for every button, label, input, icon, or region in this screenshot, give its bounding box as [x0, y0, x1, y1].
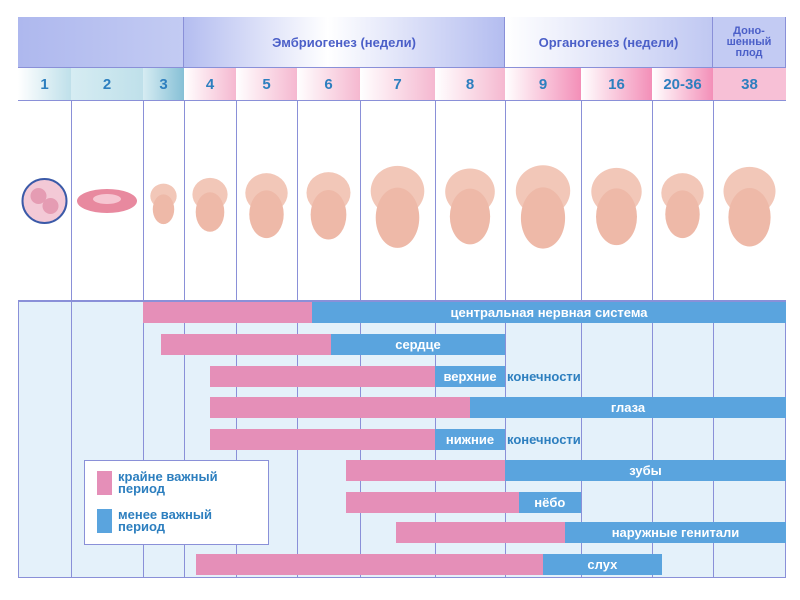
- column-divider: [143, 101, 144, 578]
- week-label: 1: [18, 68, 71, 101]
- embryo-illustration: [360, 101, 435, 302]
- week-label: 8: [435, 68, 505, 101]
- less-critical-period-bar: нижние: [435, 429, 505, 450]
- week-label: 16: [581, 68, 652, 101]
- critical-period-bar: [210, 397, 470, 418]
- organ-label: нижние: [445, 432, 495, 447]
- embryo-illustration: [184, 101, 236, 302]
- organ-label: нёбо: [534, 495, 566, 510]
- less-critical-period-bar: сердце: [331, 334, 505, 355]
- critical-period-bar: [195, 554, 543, 575]
- critical-period-bar: [210, 429, 435, 450]
- organ-label: наружные генитали: [611, 525, 740, 540]
- embryo-illustration: [435, 101, 505, 302]
- organ-label-continued: конечности: [507, 369, 581, 384]
- less-critical-period-bar: нёбо: [518, 492, 581, 513]
- legend-less-label: менее важный период: [118, 507, 212, 534]
- embryo-illustration: [18, 101, 71, 302]
- embryo-illustration: [652, 101, 713, 302]
- column-divider: [581, 101, 582, 578]
- header-blank: [18, 17, 184, 68]
- organ-label: глаза: [610, 400, 646, 415]
- column-divider: [713, 101, 714, 578]
- week-label: 20-36: [652, 68, 713, 101]
- week-label: 9: [505, 68, 581, 101]
- embryo-illustration: [297, 101, 360, 302]
- critical-period-bar: [396, 522, 566, 543]
- week-label: 6: [297, 68, 360, 101]
- header-organogenesis: Органогенез (недели): [505, 17, 713, 68]
- critical-period-bar: [346, 492, 519, 513]
- critical-period-bar: [143, 302, 313, 323]
- organ-label: верхние: [443, 369, 497, 384]
- embryo-illustration: [581, 101, 652, 302]
- week-label: 3: [143, 68, 184, 101]
- legend-swatch-critical: [97, 471, 112, 495]
- organ-label: сердце: [395, 337, 441, 352]
- organ-label-continued: конечности: [507, 432, 581, 447]
- critical-period-bar: [346, 460, 505, 481]
- embryo-illustration: [71, 101, 143, 302]
- embryo-illustration: [505, 101, 581, 302]
- week-label: 7: [360, 68, 435, 101]
- embryo-illustration: [713, 101, 786, 302]
- organ-label: зубы: [629, 463, 662, 478]
- week-label: 4: [184, 68, 236, 101]
- row-divider: [18, 300, 786, 302]
- header-full-term: Доно- шенный плод: [713, 17, 786, 68]
- legend: крайне важный период менее важный период: [84, 460, 269, 545]
- legend-swatch-less: [97, 509, 112, 533]
- less-critical-period-bar: глаза: [470, 397, 786, 418]
- header-embryogenesis: Эмбриогенез (недели): [184, 17, 505, 68]
- less-critical-period-bar: зубы: [505, 460, 786, 481]
- less-critical-period-bar: наружные генитали: [565, 522, 786, 543]
- column-divider: [652, 101, 653, 578]
- embryo-illustration: [143, 101, 184, 302]
- week-label: 2: [71, 68, 143, 101]
- legend-critical-label: крайне важный период: [118, 469, 218, 496]
- column-divider: [505, 101, 506, 578]
- less-critical-period-bar: верхние: [435, 366, 505, 387]
- critical-period-bar: [210, 366, 435, 387]
- critical-period-bar: [161, 334, 331, 355]
- embryo-illustration: [236, 101, 297, 302]
- week-label: 38: [713, 68, 786, 101]
- less-critical-period-bar: центральная нервная система: [312, 302, 786, 323]
- week-label: 5: [236, 68, 297, 101]
- less-critical-period-bar: слух: [543, 554, 662, 575]
- column-divider: [71, 101, 72, 578]
- organ-label: центральная нервная система: [450, 305, 648, 320]
- organ-label: слух: [587, 557, 618, 572]
